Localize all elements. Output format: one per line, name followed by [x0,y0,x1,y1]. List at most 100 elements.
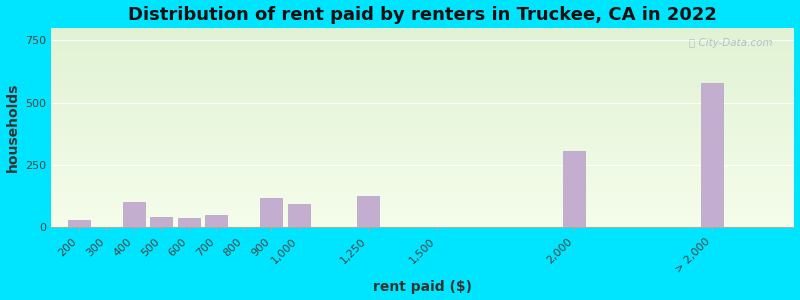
Bar [51,99,794,100]
Bar [51,169,794,170]
Bar [51,52,794,53]
Bar [51,157,794,158]
Bar [51,224,794,225]
Bar [51,139,794,140]
Bar [51,102,794,103]
Bar [51,35,794,36]
Bar [51,39,794,40]
Bar [51,175,794,176]
Bar [51,62,794,63]
Bar [51,187,794,188]
Bar [51,66,794,67]
Bar [701,83,723,227]
Bar [206,215,227,227]
Bar [51,53,794,54]
Bar [51,136,794,138]
Bar [51,45,794,46]
Bar [51,70,794,71]
Bar [51,49,794,50]
Bar [51,215,794,216]
Bar [51,200,794,202]
Bar [51,54,794,55]
Bar [51,133,794,134]
Bar [51,28,794,29]
Bar [51,122,794,123]
Bar [51,61,794,62]
Bar [51,160,794,162]
Bar [51,68,794,69]
Bar [51,153,794,154]
Bar [51,55,794,56]
Bar [122,202,145,227]
Bar [51,202,794,203]
Bar [51,150,794,151]
Bar [51,92,794,93]
Bar [51,79,794,80]
Bar [51,147,794,148]
Bar [357,196,378,227]
Bar [51,188,794,190]
Bar [51,110,794,111]
Bar [51,185,794,187]
Bar [51,126,794,127]
Bar [51,88,794,89]
Bar [51,114,794,115]
Bar [51,67,794,68]
Bar [51,38,794,39]
Bar [563,151,586,227]
Bar [51,172,794,173]
Bar [51,130,794,132]
Bar [51,190,794,191]
Bar [51,51,794,52]
Bar [51,32,794,33]
Bar [51,109,794,110]
X-axis label: rent paid ($): rent paid ($) [374,280,472,294]
Bar [51,120,794,121]
Bar [51,152,794,153]
Bar [51,154,794,156]
Bar [51,100,794,101]
Bar [51,115,794,116]
Bar [51,80,794,81]
Bar [51,158,794,159]
Bar [51,76,794,77]
Bar [51,221,794,222]
Bar [51,226,794,227]
Bar [51,117,794,118]
Bar [51,107,794,108]
Bar [51,193,794,194]
Bar [51,93,794,94]
Bar [51,43,794,44]
Bar [51,151,794,152]
Bar [51,90,794,91]
Title: Distribution of rent paid by renters in Truckee, CA in 2022: Distribution of rent paid by renters in … [128,6,718,24]
Bar [51,178,794,179]
Bar [51,196,794,197]
Bar [51,95,794,96]
Bar [51,129,794,130]
Bar [51,103,794,104]
Bar [51,214,794,215]
Bar [51,219,794,220]
Bar [51,101,794,102]
Bar [51,208,794,209]
Bar [51,105,794,106]
Bar [51,216,794,217]
Bar [51,209,794,211]
Bar [51,179,794,181]
Bar [51,181,794,182]
Bar [51,65,794,66]
Bar [51,78,794,79]
Bar [51,112,794,113]
Bar [150,217,172,227]
Bar [51,146,794,147]
Bar [51,69,794,70]
Bar [51,98,794,99]
Bar [51,34,794,35]
Bar [51,30,794,31]
Bar [51,156,794,157]
Bar [51,60,794,61]
Bar [51,170,794,172]
Bar [51,125,794,126]
Bar [51,94,794,95]
